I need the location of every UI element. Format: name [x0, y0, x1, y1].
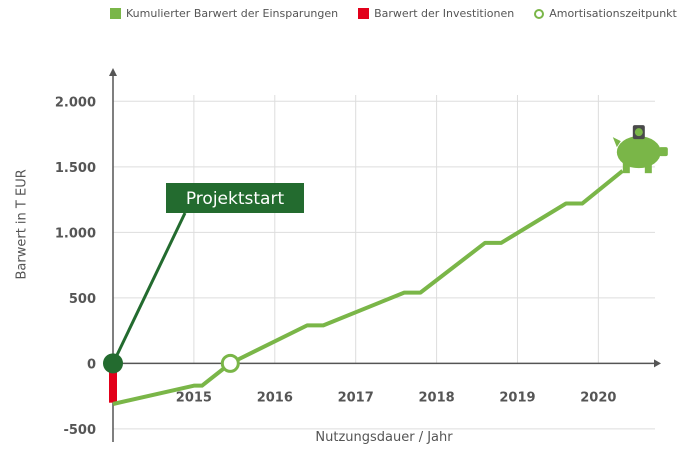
piggy-leg-right [644, 161, 652, 174]
project-start-marker [103, 353, 123, 374]
legend-item-investment: Barwert der Investitionen [358, 7, 514, 20]
payback-marker [220, 353, 240, 373]
x-tick-label-1: 2016 [257, 390, 293, 405]
legend-swatch-investment [358, 8, 370, 19]
legend-item-payback: Amortisationszeitpunkt [534, 7, 677, 20]
x-axis-label-wrap: Nutzungsdauer / Jahr [0, 430, 678, 445]
piggy-bank-icon [612, 125, 668, 174]
legend-swatch-payback [534, 8, 545, 19]
project-start-connector [111, 212, 187, 365]
savings-line [112, 169, 624, 406]
y-tick-label-4: 1.500 [55, 161, 96, 176]
x-axis-label: Nutzungsdauer / Jahr [315, 430, 453, 445]
x-axis-arrow [654, 359, 661, 368]
piggy-snout [658, 147, 668, 157]
project-start-box [166, 183, 304, 213]
investment-bar [109, 363, 117, 403]
y-tick-label-1: 0 [87, 357, 96, 372]
piggy-coin [634, 128, 643, 137]
piggy-body [616, 136, 661, 169]
y-tick-label-2: 500 [69, 292, 96, 307]
legend-label-savings: Kumulierter Barwert der Einsparungen [126, 7, 339, 20]
legend-swatch-savings [110, 8, 121, 19]
project-start-label: Projektstart [186, 189, 285, 209]
y-axis-label: Barwert in T EUR [14, 169, 30, 280]
legend-item-savings: Kumulierter Barwert der Einsparungen [110, 7, 338, 20]
x-tick-label-5: 2020 [580, 390, 616, 405]
x-tick-label-0: 2015 [176, 390, 212, 405]
x-tick-label-4: 2019 [499, 390, 535, 405]
legend-label-investment: Barwert der Investitionen [374, 7, 515, 20]
legend-label-payback: Amortisationszeitpunkt [549, 7, 677, 20]
y-tick-label-3: 1.000 [55, 226, 96, 241]
x-tick-label-3: 2018 [418, 390, 454, 405]
y-axis-arrow [109, 68, 117, 76]
piggy-leg-left [622, 161, 630, 174]
y-tick-label-5: 2.000 [55, 95, 96, 110]
y-tick-label-0: -500 [63, 423, 96, 438]
x-tick-label-2: 2017 [338, 390, 374, 405]
legend: Kumulierter Barwert der Einsparungen Bar… [110, 7, 677, 20]
piggy-ear [612, 137, 621, 148]
